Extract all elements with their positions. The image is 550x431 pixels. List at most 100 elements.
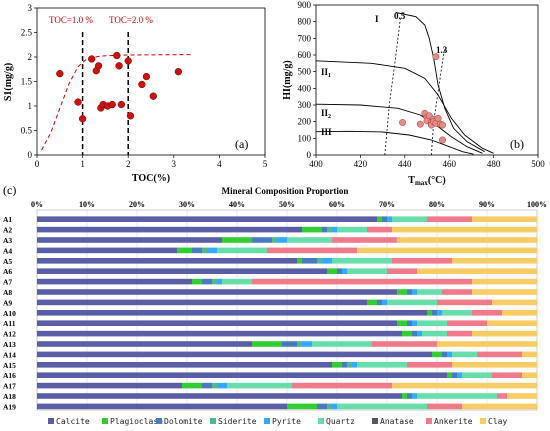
y-tick-label: 200 [298,117,312,127]
x-tick-label: 2 [126,159,131,169]
bar-segment-ankerite [447,320,487,326]
bar-segment-clay [392,226,537,233]
bar-segment-ankerite [472,310,502,316]
bar-segment-ankerite [437,299,492,306]
bar-segment-dolomite [337,268,342,274]
bar-segment-plagioclase [192,278,202,285]
category-label: A2 [3,226,12,235]
bar-segment-ankerite [392,258,452,264]
category-label: A16 [3,371,16,380]
x-tick-label: 4 [217,159,222,169]
panel-c-label: (c) [3,183,16,197]
bar-segment-siderite [327,226,332,233]
bar-segment-pyrite [217,278,222,285]
x-tick-label: 50% [279,200,295,209]
x-tick-label: 460 [442,159,456,169]
bar-segment-siderite [297,341,302,347]
bar-segment-pyrite [412,393,417,399]
bar-segment-pyrite [457,372,462,378]
bar-segment-calcite [37,372,447,378]
bar-segment-clay [492,299,537,306]
bar-segment-clay [472,289,537,295]
x-tick-label: 90% [479,200,495,209]
legend-swatch [102,418,108,424]
legend-swatch [318,418,324,424]
bar-segment-plagioclase [177,247,192,254]
panel-b-plot-frame [315,4,539,156]
x-tick-label: 420 [354,159,368,169]
category-label: A7 [3,278,12,287]
panel-a-label: (a) [235,137,248,151]
bar-segment-plagioclase [427,310,432,316]
data-point [174,68,183,76]
bar-segment-pyrite [207,247,217,254]
ro-label-0-5: 0.5 [394,11,406,21]
bar-segment-quartz [417,320,447,326]
bar-segment-pyrite [382,299,387,306]
bar-segment-calcite [37,362,332,368]
data-point [399,119,407,126]
bar-segment-siderite [212,278,217,285]
panel-a-plot-frame [36,7,266,156]
y-tick-label: 3 [28,3,33,13]
kerogen-curve-0 [395,12,485,153]
bar-segment-clay [472,330,537,337]
legend-swatch [480,418,486,424]
bar-segment-siderite [202,247,207,254]
x-tick-label: 100% [527,200,547,209]
bar-segment-pyrite [342,268,347,274]
bar-segment-pyrite [447,351,452,358]
bar-segment-calcite [37,403,287,410]
bar-segment-calcite [37,226,302,233]
panel-c-bars [37,216,537,410]
bar-segment-quartz [442,310,472,316]
bar-segment-pyrite [332,403,337,410]
x-tick-label: 0% [31,200,43,209]
bar-segment-calcite [37,237,222,243]
bar-segment-ankerite [292,382,392,389]
bar-segment-plagioclase [432,351,442,358]
bar-segment-pyrite [322,258,332,264]
bar-segment-calcite [37,258,297,264]
panel-a-trend-curve [41,54,193,151]
bar-segment-plagioclase [302,226,322,233]
bar-segment-ankerite [407,362,452,368]
bar-segment-pyrite [277,237,287,243]
bar-segment-plagioclase [447,372,452,378]
bar-segment-siderite [212,382,217,389]
category-label: A8 [3,288,12,297]
bar-segment-plagioclase [397,289,407,295]
data-point [94,62,103,70]
bar-segment-plagioclase [377,216,382,222]
bar-segment-dolomite [252,237,272,243]
panel-c-x-ticks: 0% 10% 20% 30% 40% 50% 60% 70% 80% 90% 100% [31,200,547,209]
category-label: A18 [3,392,16,401]
bar-segment-clay [452,362,537,368]
x-tick-label: 5 [263,159,268,169]
bar-segment-quartz [462,372,492,378]
kerogen-label-ii2: II2 [321,108,331,120]
panel-b-points [399,53,446,144]
bar-segment-pyrite [302,341,312,347]
annotation-toc-1: TOC=1.0 % [49,15,93,25]
category-label: A1 [3,215,12,224]
y-tick-label: 1 [28,101,33,111]
legend-label: Dolomite [164,417,203,426]
kerogen-label-iii: III [321,127,332,137]
category-label: A10 [3,309,16,318]
bar-segment-calcite [37,393,402,399]
bar-segment-calcite [37,330,402,337]
bar-segment-plagioclase [327,268,337,274]
legend-label: Calcite [56,417,90,426]
x-tick-label: 20% [129,200,145,209]
y-tick-label: 700 [298,33,312,43]
bar-segment-clay [462,403,537,410]
legend-label: Ankerite [434,417,473,426]
bar-segment-ankerite [427,216,472,222]
bar-segment-plagioclase [402,393,407,399]
panel-b-y-axis-label: HI(mg/g) [282,60,293,99]
data-point [138,80,146,89]
x-tick-label: 500 [531,159,545,169]
bar-segment-dolomite [302,258,317,264]
bar-segment-quartz [217,247,267,254]
